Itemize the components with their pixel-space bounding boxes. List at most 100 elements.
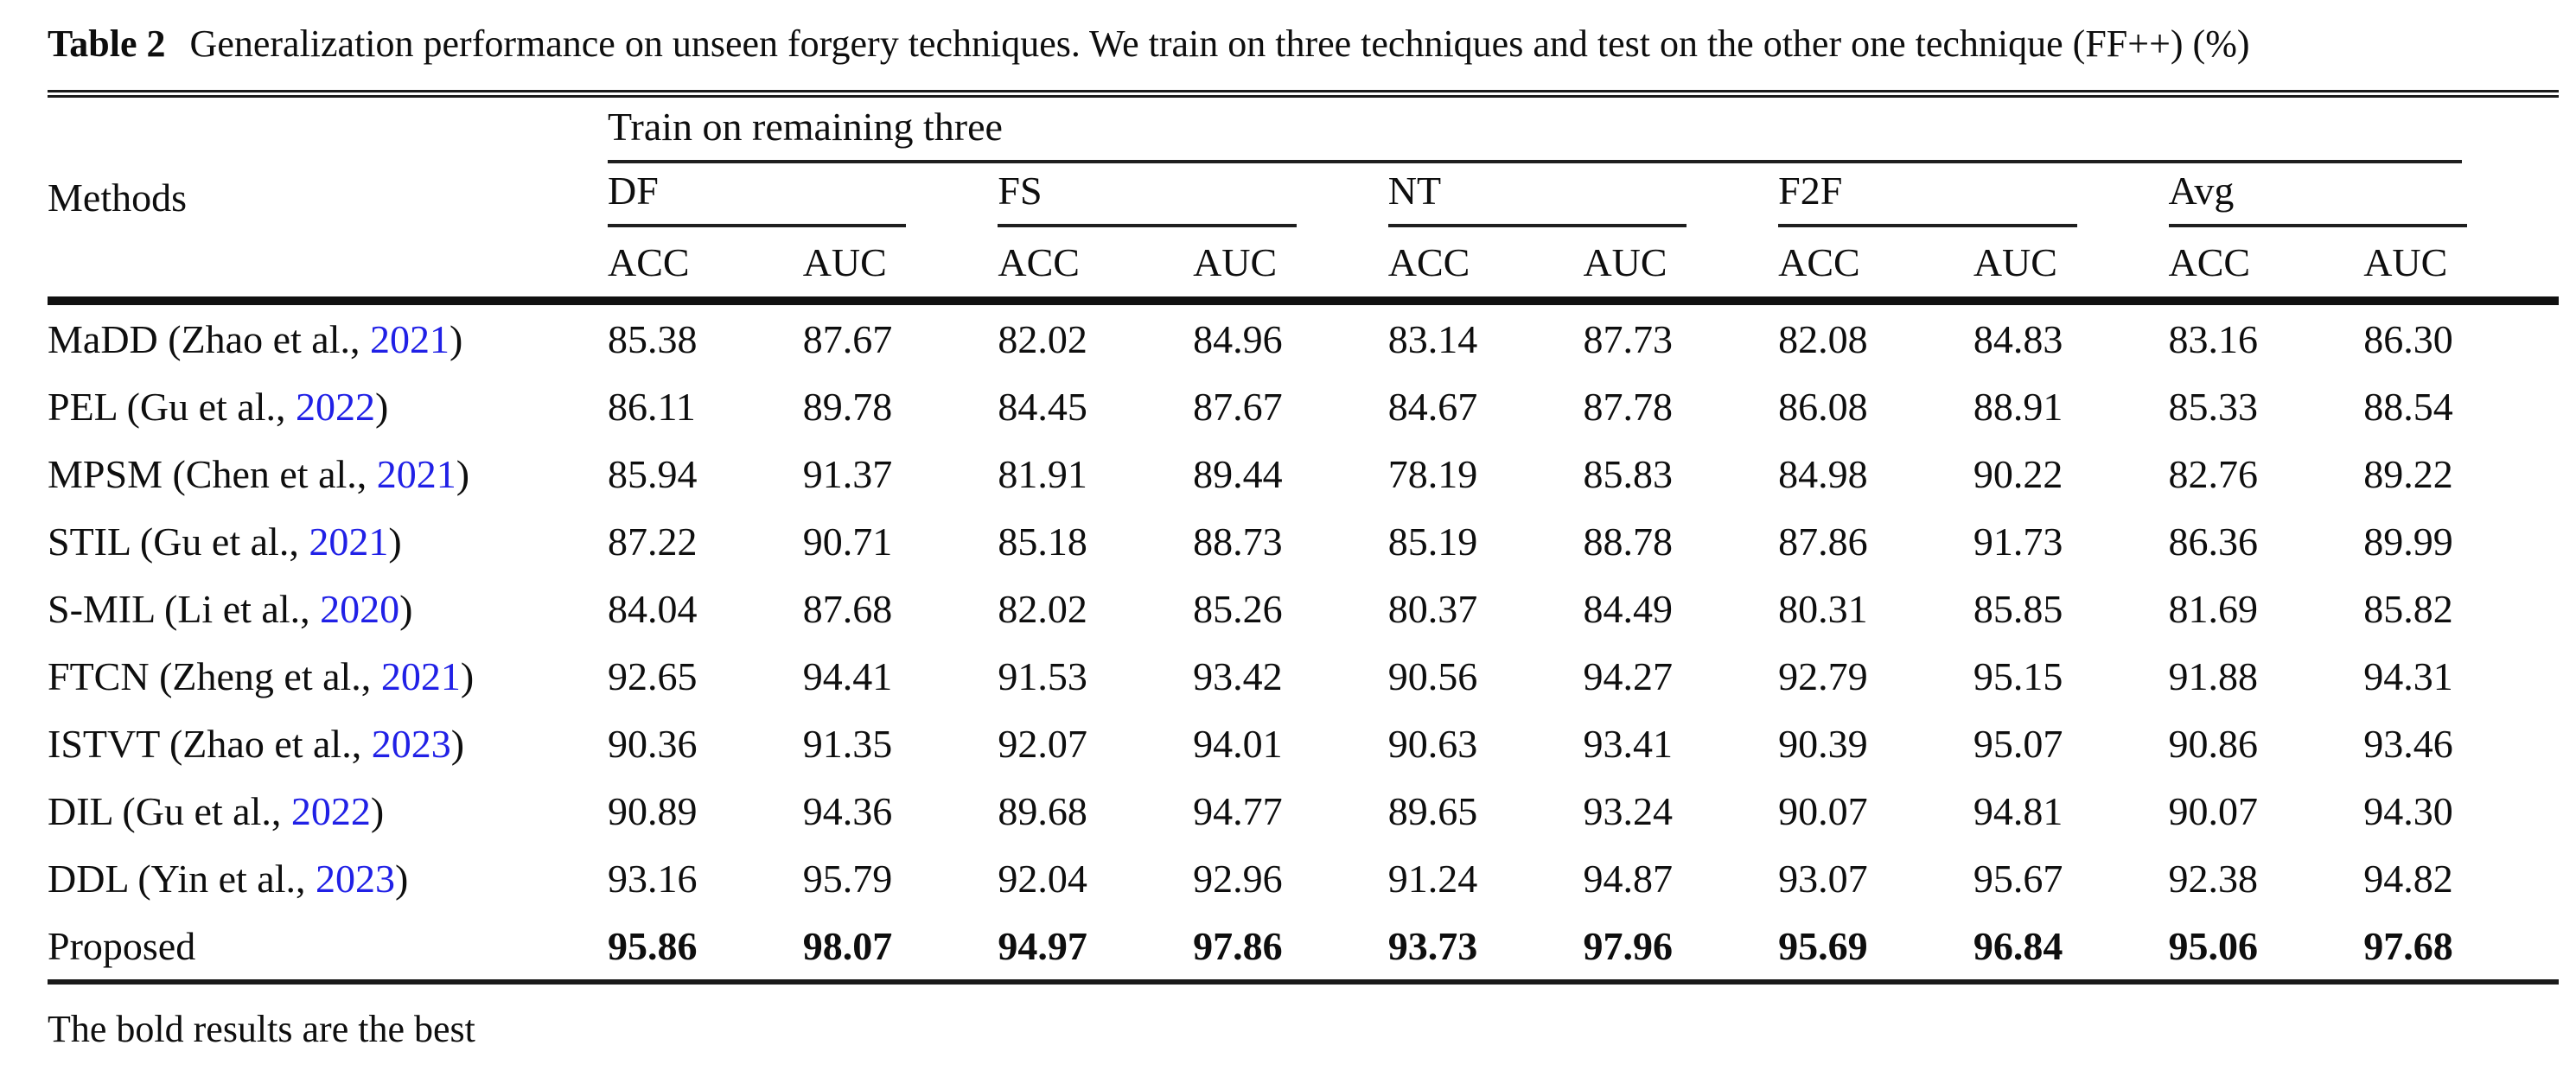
method-cell: MPSM (Chen et al., 2021) bbox=[48, 451, 470, 496]
value-cell: 86.36 bbox=[2168, 519, 2259, 564]
table-row: MaDD (Zhao et al., 2021) 85.38 87.67 82.02 8… bbox=[48, 301, 2559, 373]
value-cell: 85.38 bbox=[608, 316, 698, 361]
table-row: STIL (Gu et al., 2021) 87.22 90.71 85.18 88.… bbox=[48, 507, 2559, 575]
value-cell: 92.07 bbox=[998, 721, 1087, 766]
citation-year-link[interactable]: 2021 bbox=[380, 653, 461, 698]
group-label-f2f: F2F bbox=[1778, 169, 1843, 213]
value-cell: 86.11 bbox=[608, 384, 696, 429]
value-cell: 84.45 bbox=[998, 384, 1087, 429]
value-cell: 87.22 bbox=[608, 519, 698, 564]
value-cell: 87.67 bbox=[1193, 384, 1283, 429]
value-cell: 89.68 bbox=[998, 788, 1087, 833]
value-cell: 97.96 bbox=[1583, 923, 1673, 968]
table-row: ISTVT (Zhao et al., 2023) 90.36 91.35 92.07… bbox=[48, 710, 2559, 777]
value-cell: 87.86 bbox=[1778, 519, 1868, 564]
value-cell: 90.63 bbox=[1387, 721, 1478, 766]
value-cell: 93.46 bbox=[2363, 721, 2453, 766]
value-cell: 85.33 bbox=[2168, 384, 2259, 429]
citation-year-link[interactable]: 2021 bbox=[376, 451, 456, 496]
value-cell: 95.69 bbox=[1778, 923, 1868, 968]
value-cell: 91.24 bbox=[1387, 856, 1478, 901]
value-cell: 82.08 bbox=[1778, 316, 1868, 361]
value-cell: 84.83 bbox=[1973, 316, 2063, 361]
group-header-avg: Avg bbox=[2168, 163, 2559, 227]
value-cell: 90.56 bbox=[1387, 653, 1478, 698]
citation-year-link[interactable]: 2020 bbox=[320, 586, 400, 631]
value-cell: 89.44 bbox=[1193, 451, 1283, 496]
table-row: DIL (Gu et al., 2022) 90.89 94.36 89.68 94.7… bbox=[48, 777, 2559, 844]
train-span-rule: Train on remaining three bbox=[608, 98, 2462, 163]
group-header-nt: NT bbox=[1387, 163, 1778, 227]
value-cell: 84.49 bbox=[1583, 586, 1673, 631]
value-cell: 91.88 bbox=[2168, 653, 2259, 698]
method-cell: STIL (Gu et al., 2021) bbox=[48, 519, 402, 564]
value-cell: 84.96 bbox=[1193, 316, 1283, 361]
value-cell: 94.81 bbox=[1973, 788, 2063, 833]
value-cell: 94.27 bbox=[1583, 653, 1673, 698]
value-cell: 87.73 bbox=[1583, 316, 1673, 361]
value-cell: 90.36 bbox=[608, 721, 698, 766]
value-cell: 95.67 bbox=[1973, 856, 2063, 901]
value-cell: 87.78 bbox=[1583, 384, 1673, 429]
value-cell: 88.73 bbox=[1193, 519, 1283, 564]
value-cell: 95.06 bbox=[2168, 923, 2259, 968]
table-top-rule bbox=[48, 90, 2559, 98]
value-cell: 87.68 bbox=[802, 586, 893, 631]
group-rule-fs: FS bbox=[998, 163, 1297, 227]
table-row: MPSM (Chen et al., 2021) 85.94 91.37 81.91 8… bbox=[48, 440, 2559, 507]
value-cell: 78.19 bbox=[1387, 451, 1478, 496]
value-cell: 88.78 bbox=[1583, 519, 1673, 564]
value-cell: 85.19 bbox=[1387, 519, 1478, 564]
citation-year-link[interactable]: 2023 bbox=[316, 856, 396, 901]
value-cell: 95.07 bbox=[1973, 721, 2063, 766]
citation-year-link[interactable]: 2022 bbox=[296, 384, 376, 429]
value-cell: 90.71 bbox=[802, 519, 893, 564]
citation-year-link[interactable]: 2021 bbox=[370, 316, 450, 361]
value-cell: 90.07 bbox=[1778, 788, 1868, 833]
citation-year-link[interactable]: 2022 bbox=[290, 788, 371, 833]
value-cell: 86.08 bbox=[1778, 384, 1868, 429]
value-cell: 93.41 bbox=[1583, 721, 1673, 766]
method-cell: Proposed bbox=[48, 923, 196, 968]
method-cell: MaDD (Zhao et al., 2021) bbox=[48, 316, 463, 361]
method-cell: DIL (Gu et al., 2022) bbox=[48, 788, 385, 833]
train-span-header: Train on remaining three bbox=[608, 98, 2559, 163]
table-row: PEL (Gu et al., 2022) 86.11 89.78 84.45 87.6… bbox=[48, 373, 2559, 440]
value-cell: 91.35 bbox=[802, 721, 893, 766]
value-cell: 88.54 bbox=[2363, 384, 2453, 429]
subheader-nt-acc: ACC bbox=[1387, 227, 1584, 305]
value-cell: 93.16 bbox=[608, 856, 698, 901]
value-cell: 94.01 bbox=[1193, 721, 1283, 766]
subheader-f2f-acc: ACC bbox=[1778, 227, 1973, 305]
value-cell: 93.42 bbox=[1193, 653, 1283, 698]
value-cell: 85.85 bbox=[1973, 586, 2063, 631]
value-cell: 94.31 bbox=[2363, 653, 2453, 698]
value-cell: 86.30 bbox=[2363, 316, 2453, 361]
value-cell: 82.02 bbox=[998, 586, 1087, 631]
citation-year-link[interactable]: 2021 bbox=[309, 519, 389, 564]
group-label-avg: Avg bbox=[2168, 169, 2235, 213]
value-cell: 85.18 bbox=[998, 519, 1087, 564]
method-cell: S-MIL (Li et al., 2020) bbox=[48, 586, 413, 631]
group-label-nt: NT bbox=[1387, 169, 1442, 213]
table-row: FTCN (Zheng et al., 2021) 92.65 94.41 91.53… bbox=[48, 642, 2559, 710]
citation-year-link[interactable]: 2023 bbox=[371, 721, 451, 766]
group-label-df: DF bbox=[608, 169, 659, 213]
value-cell: 85.26 bbox=[1193, 586, 1283, 631]
value-cell: 90.22 bbox=[1973, 451, 2063, 496]
group-rule-avg: Avg bbox=[2168, 163, 2467, 227]
subheader-fs-acc: ACC bbox=[998, 227, 1194, 305]
value-cell: 85.83 bbox=[1583, 451, 1673, 496]
table-caption-label: Table 2 bbox=[48, 22, 166, 65]
train-span-label: Train on remaining three bbox=[608, 105, 1003, 149]
subheader-avg-auc: AUC bbox=[2363, 227, 2559, 305]
value-cell: 94.87 bbox=[1583, 856, 1673, 901]
value-cell: 90.89 bbox=[608, 788, 698, 833]
value-cell: 94.41 bbox=[802, 653, 893, 698]
subheader-avg-acc: ACC bbox=[2168, 227, 2364, 305]
value-cell: 81.91 bbox=[998, 451, 1087, 496]
value-cell: 84.67 bbox=[1387, 384, 1478, 429]
group-header-f2f: F2F bbox=[1778, 163, 2168, 227]
table-caption-text: Generalization performance on unseen for… bbox=[189, 22, 2250, 65]
